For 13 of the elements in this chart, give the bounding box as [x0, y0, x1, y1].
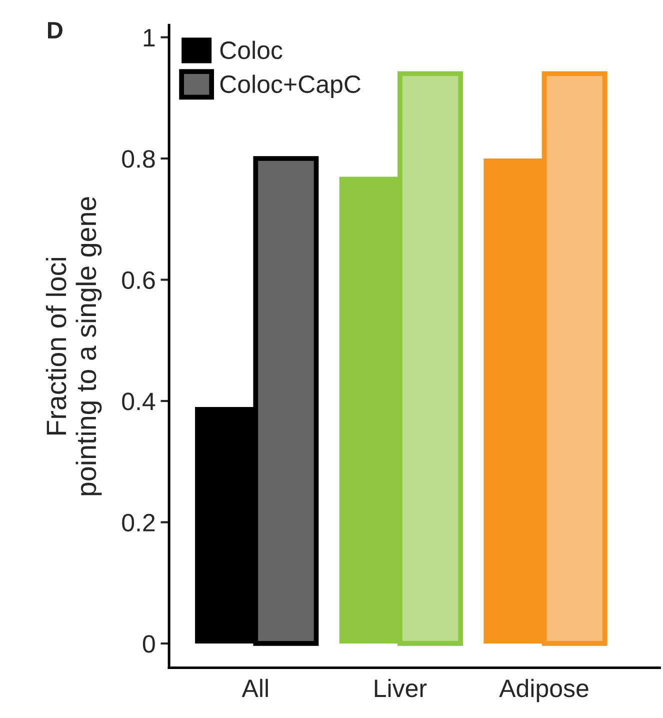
x-tick-label: All — [242, 678, 268, 697]
legend-label: Coloc+CapC — [220, 74, 361, 98]
y-tick-label: 0 — [142, 635, 155, 653]
text: D — [48, 22, 62, 38]
x-tick-label: Adipose — [499, 678, 588, 702]
y-tick-label: 0.4 — [122, 392, 156, 410]
x-tick-label: Liver — [374, 678, 427, 698]
y-tick-label: 1 — [144, 29, 155, 46]
y-tick-label: 0.6 — [122, 271, 155, 290]
y-tick-label: 0.2 — [122, 514, 155, 532]
y-tick-label: 0.8 — [122, 150, 155, 168]
legend-label: Coloc — [220, 40, 282, 60]
y-axis-title: Fraction of loci pointing to a single gene — [46, 197, 102, 496]
